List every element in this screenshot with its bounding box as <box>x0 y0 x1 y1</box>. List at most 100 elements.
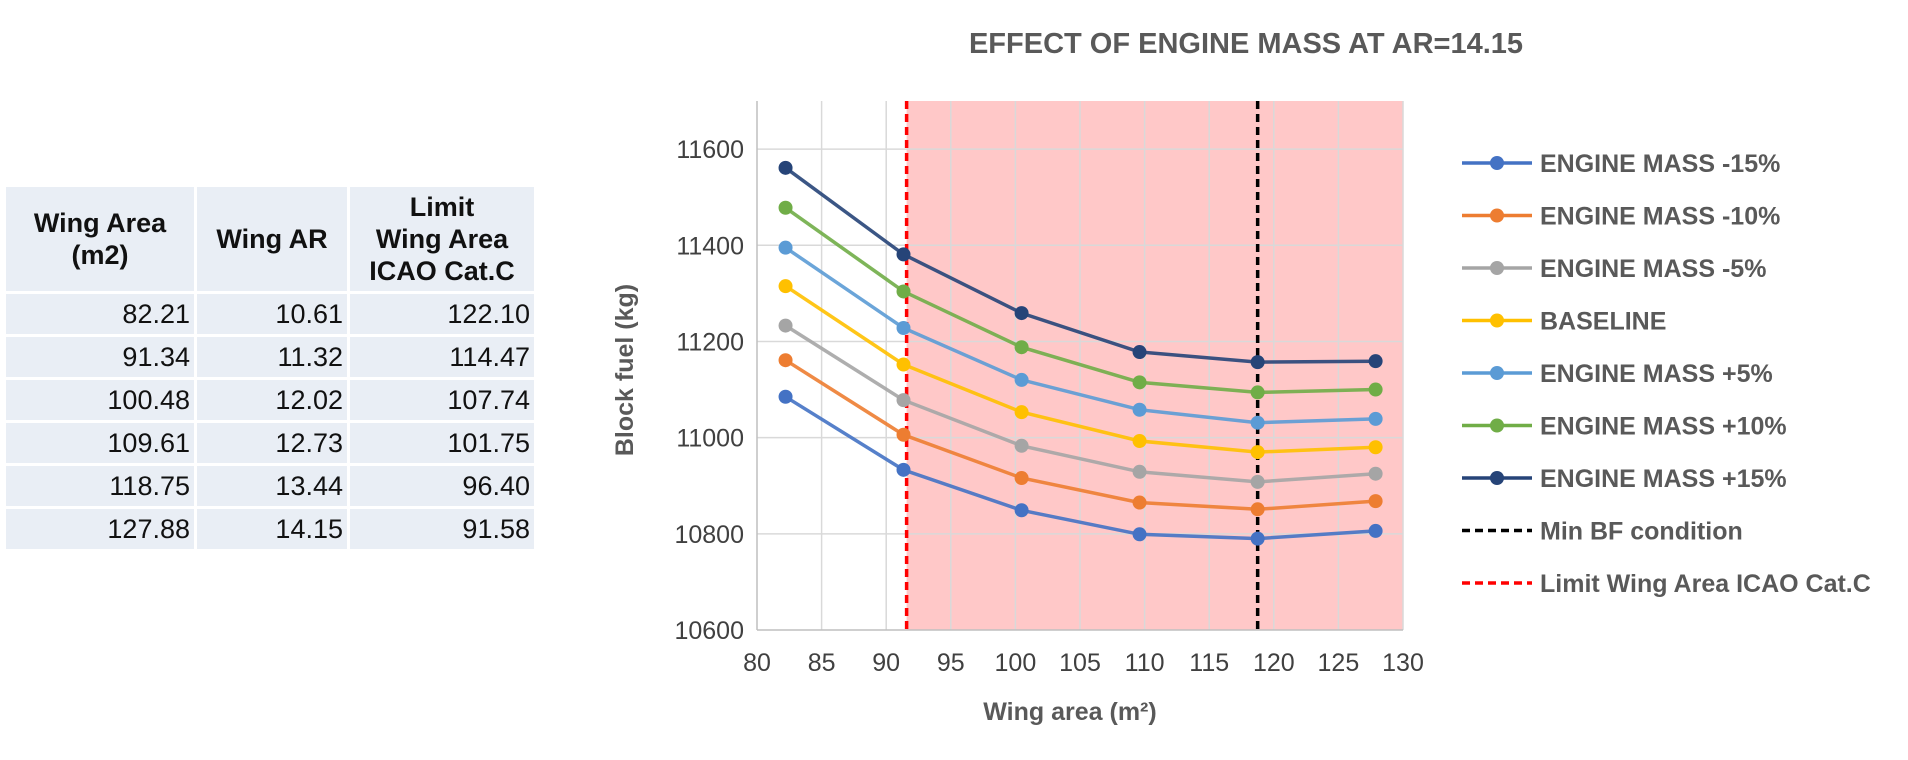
data-point <box>1014 471 1029 486</box>
y-tick-label: 10800 <box>674 521 744 549</box>
header-wing-area: Wing Area (m2) <box>6 187 194 291</box>
data-point <box>1250 502 1265 517</box>
x-tick-label: 125 <box>1318 649 1360 677</box>
x-tick-label: 105 <box>1059 649 1101 677</box>
table-row: 118.75 13.44 96.40 <box>6 466 534 506</box>
table-cell: 109.61 <box>6 423 194 463</box>
series-line <box>784 166 1376 364</box>
x-tick-label: 115 <box>1189 649 1229 677</box>
data-point <box>896 462 911 477</box>
table-cell: 14.15 <box>197 509 347 549</box>
table-header-row: Wing Area (m2) Wing AR Limit Wing Area I… <box>6 187 534 291</box>
data-point <box>1014 405 1029 420</box>
wing-data-table: Wing Area (m2) Wing AR Limit Wing Area I… <box>3 184 537 552</box>
legend-marker <box>1490 471 1504 485</box>
table-cell: 13.44 <box>197 466 347 506</box>
table-cell: 91.34 <box>6 337 194 377</box>
series-line <box>784 206 1376 395</box>
data-point <box>1250 445 1265 460</box>
data-point <box>1132 464 1147 479</box>
legend-marker <box>1490 313 1504 328</box>
table-row: 82.21 10.61 122.10 <box>6 294 534 334</box>
data-point <box>1368 382 1383 397</box>
table-cell: 12.73 <box>197 423 347 463</box>
data-point <box>778 200 793 215</box>
table-cell: 127.88 <box>6 509 194 549</box>
data-point <box>896 320 911 335</box>
data-point <box>1014 372 1029 387</box>
series-line <box>784 395 1376 541</box>
header-line: Wing Area <box>33 208 167 238</box>
legend-label: ENGINE MASS +10% <box>1540 413 1787 441</box>
chart-title: EFFECT OF ENGINE MASS AT AR=14.15 <box>969 28 1523 60</box>
table-row: 109.61 12.73 101.75 <box>6 423 534 463</box>
series-line <box>784 246 1376 425</box>
data-point <box>1250 385 1265 400</box>
series-line <box>784 324 1376 484</box>
data-point <box>1250 415 1265 430</box>
legend-label: Limit Wing Area ICAO Cat.C <box>1540 570 1871 598</box>
data-point <box>1368 354 1383 369</box>
data-point <box>896 247 911 262</box>
y-tick-label: 10600 <box>674 617 744 645</box>
x-tick-label: 110 <box>1125 649 1165 677</box>
data-point <box>778 389 793 404</box>
x-tick-label: 95 <box>937 649 965 677</box>
header-line: Wing AR <box>216 224 328 254</box>
data-point <box>1368 523 1383 538</box>
series-line <box>784 284 1376 454</box>
header-line: Wing Area <box>375 224 509 254</box>
data-point <box>1132 434 1147 449</box>
data-point <box>1014 503 1029 518</box>
data-point <box>896 393 911 408</box>
y-tick-label: 11200 <box>676 328 744 356</box>
data-point <box>1250 355 1265 370</box>
table-row: 127.88 14.15 91.58 <box>6 509 534 549</box>
legend-marker <box>1490 366 1504 380</box>
data-point <box>778 240 793 255</box>
data-point <box>778 279 793 294</box>
legend: ENGINE MASS -15% ENGINE MASS -10% ENGINE M… <box>1462 150 1871 598</box>
x-tick-label: 80 <box>743 649 771 677</box>
header-line: (m2) <box>71 240 129 270</box>
legend-label: Min BF condition <box>1540 518 1743 546</box>
y-tick-label: 11600 <box>676 136 744 164</box>
x-tick-label: 130 <box>1382 649 1424 677</box>
table-row: 100.48 12.02 107.74 <box>6 380 534 420</box>
data-point <box>778 353 793 368</box>
table-cell: 10.61 <box>197 294 347 334</box>
data-point <box>1132 402 1147 417</box>
table-cell: 82.21 <box>6 294 194 334</box>
x-tick-label: 90 <box>872 649 900 677</box>
table-cell: 114.47 <box>350 337 534 377</box>
header-limit-wing-area: Limit Wing Area ICAO Cat.C <box>350 187 534 291</box>
data-point <box>1132 375 1147 390</box>
data-point <box>1132 345 1147 360</box>
data-point <box>896 357 911 372</box>
x-tick-label: 85 <box>808 649 836 677</box>
table-cell: 118.75 <box>6 466 194 506</box>
legend-label: ENGINE MASS +15% <box>1540 465 1787 493</box>
header-line: ICAO Cat.C <box>369 256 515 286</box>
data-point <box>896 284 911 299</box>
table-cell: 11.32 <box>197 337 347 377</box>
y-tick-label: 11000 <box>676 425 744 453</box>
data-point <box>1014 306 1029 321</box>
y-tick-label: 11400 <box>676 232 744 260</box>
data-point <box>1368 440 1383 455</box>
data-point <box>1368 494 1383 509</box>
legend-label: ENGINE MASS -5% <box>1540 255 1766 283</box>
data-point <box>1132 495 1147 510</box>
x-tick-label: 100 <box>995 649 1037 677</box>
data-point <box>1014 340 1029 355</box>
legend-marker <box>1490 208 1504 223</box>
data-point <box>778 160 793 175</box>
header-wing-ar: Wing AR <box>197 187 347 291</box>
header-line: Limit <box>409 192 475 222</box>
table-cell: 12.02 <box>197 380 347 420</box>
series-line <box>784 358 1376 512</box>
data-point <box>896 427 911 442</box>
data-point <box>1014 438 1029 453</box>
plot-area: 80 85 90 95 100 105 110 115 120 125 130 10600 10800 1… <box>674 101 1424 677</box>
